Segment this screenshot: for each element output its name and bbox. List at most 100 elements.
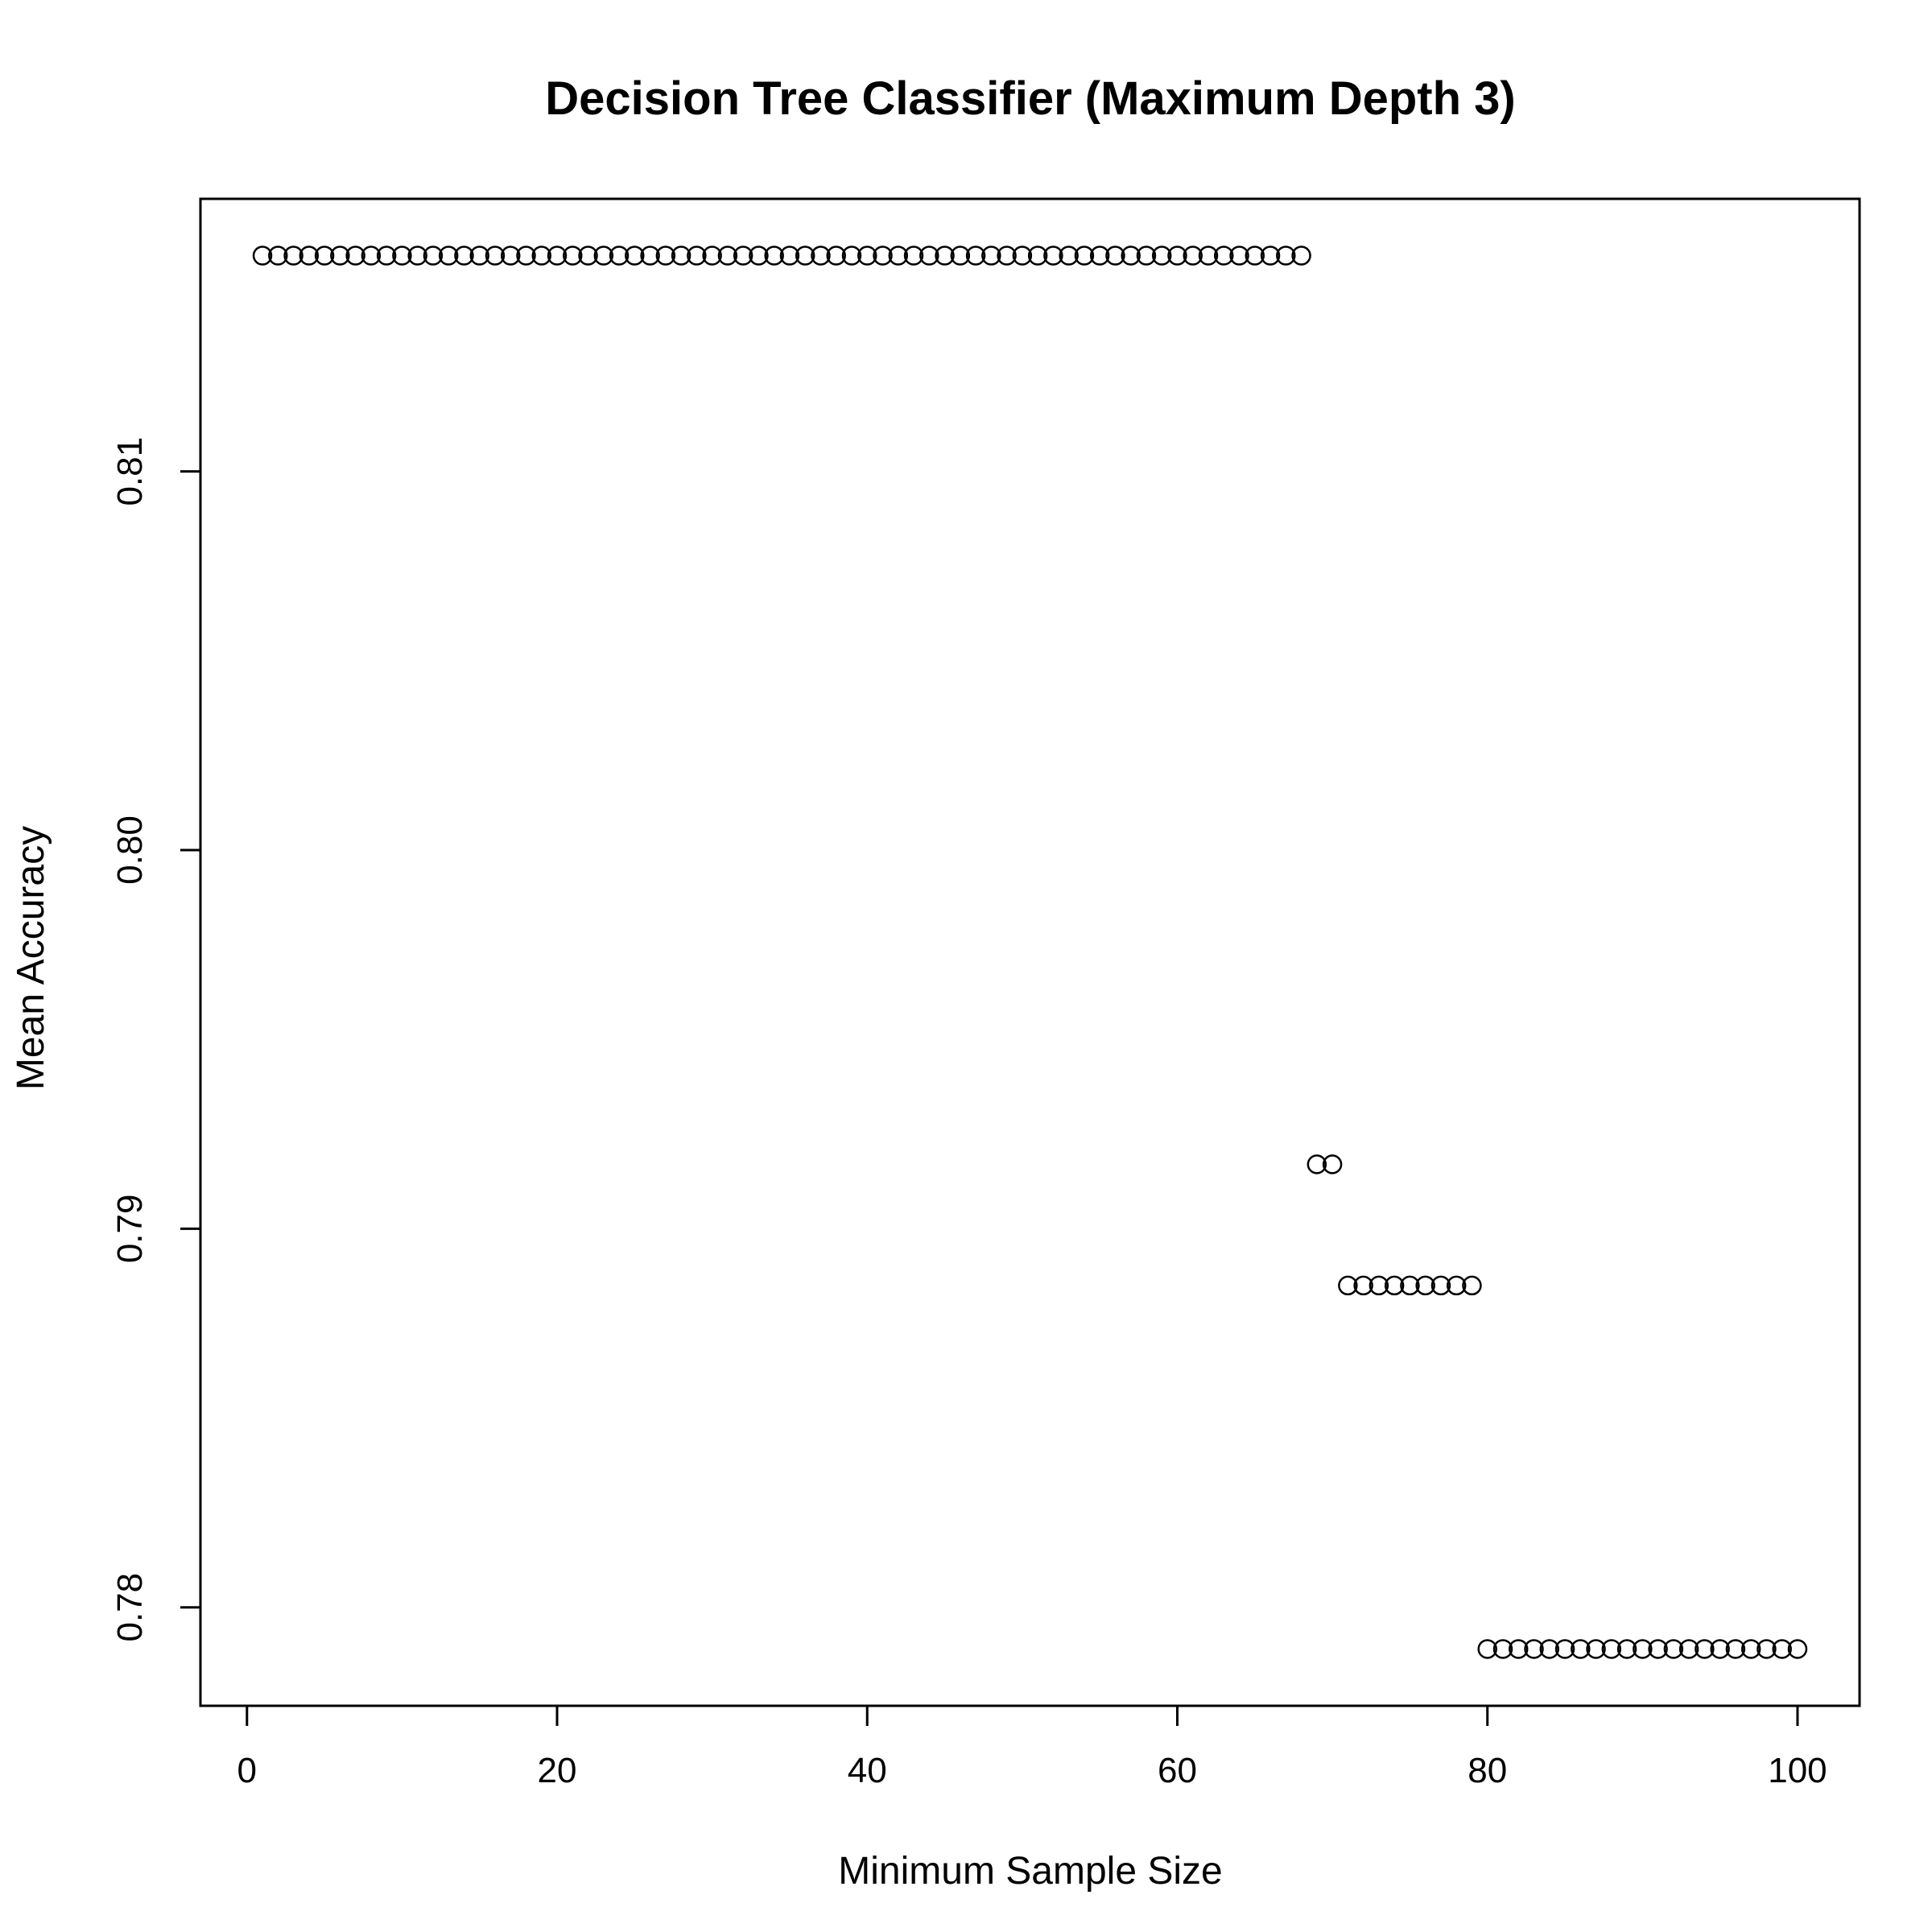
- data-point: [717, 246, 738, 266]
- y-tick-label: 0.78: [110, 1573, 150, 1642]
- data-point: [314, 246, 335, 266]
- data-point: [547, 246, 568, 266]
- data-point: [1740, 1639, 1761, 1659]
- data-point: [563, 246, 583, 266]
- data-point: [1492, 1639, 1513, 1659]
- data-point: [1167, 246, 1187, 266]
- data-point: [531, 246, 552, 266]
- data-point: [330, 246, 350, 266]
- data-point: [283, 246, 303, 266]
- data-point: [1291, 246, 1311, 266]
- data-point: [1400, 1275, 1420, 1296]
- data-point: [919, 246, 939, 266]
- data-point: [655, 246, 676, 266]
- data-point: [997, 246, 1017, 266]
- data-point: [640, 246, 660, 266]
- data-point: [903, 246, 924, 266]
- data-point: [671, 246, 691, 266]
- data-point: [1678, 1639, 1699, 1659]
- data-point: [1229, 246, 1249, 266]
- data-point: [1245, 246, 1265, 266]
- data-point: [1368, 1275, 1389, 1296]
- data-point: [749, 246, 769, 266]
- data-point: [935, 246, 955, 266]
- y-tick-label: 0.79: [110, 1195, 150, 1264]
- data-point: [1477, 1639, 1497, 1659]
- data-point: [1214, 246, 1234, 266]
- data-point: [1043, 246, 1063, 266]
- data-point: [764, 246, 784, 266]
- data-point: [1089, 246, 1110, 266]
- data-point: [1198, 246, 1219, 266]
- data-point: [500, 246, 521, 266]
- data-point: [888, 246, 909, 266]
- y-tick-label: 0.81: [110, 437, 150, 506]
- x-tick-label: 100: [1768, 1751, 1827, 1790]
- data-point: [950, 246, 971, 266]
- data-point: [345, 246, 365, 266]
- data-point: [811, 246, 831, 266]
- data-point: [1151, 246, 1172, 266]
- data-point: [965, 246, 986, 266]
- data-point: [1105, 246, 1125, 266]
- x-axis-label: Minimum Sample Size: [838, 1850, 1222, 1893]
- data-point: [1554, 1639, 1575, 1659]
- data-point: [857, 246, 877, 266]
- plot-frame: [199, 197, 1861, 1707]
- data-point: [1633, 1639, 1653, 1659]
- data-point: [1136, 246, 1157, 266]
- data-point: [299, 246, 320, 266]
- data-point: [252, 246, 273, 266]
- data-point: [407, 246, 427, 266]
- data-point: [1353, 1275, 1373, 1296]
- data-point: [1074, 246, 1095, 266]
- data-point: [1322, 1154, 1343, 1174]
- data-point: [485, 246, 506, 266]
- data-point: [1508, 1639, 1529, 1659]
- data-point: [469, 246, 489, 266]
- data-point: [873, 246, 893, 266]
- data-point: [702, 246, 722, 266]
- data-point: [1276, 246, 1296, 266]
- data-point: [361, 246, 382, 266]
- data-point: [1307, 1154, 1327, 1174]
- data-point: [1695, 1639, 1715, 1659]
- data-point: [1012, 246, 1033, 266]
- y-tick-label: 0.80: [110, 815, 150, 885]
- x-tick-label: 20: [538, 1751, 577, 1790]
- data-point: [1384, 1275, 1405, 1296]
- data-point: [1430, 1275, 1451, 1296]
- data-point: [1027, 246, 1048, 266]
- data-point: [1121, 246, 1141, 266]
- data-point: [1059, 246, 1079, 266]
- data-point: [625, 246, 645, 266]
- data-point: [1725, 1639, 1746, 1659]
- data-point: [1260, 246, 1281, 266]
- data-point: [1338, 1275, 1358, 1296]
- data-point: [392, 246, 412, 266]
- data-point: [687, 246, 707, 266]
- data-point: [1616, 1639, 1637, 1659]
- chart-title: Decision Tree Classifier (Maximum Depth …: [545, 72, 1515, 125]
- data-point: [1183, 246, 1203, 266]
- data-point: [1415, 1275, 1435, 1296]
- data-point: [1462, 1275, 1482, 1296]
- data-point: [454, 246, 474, 266]
- data-point: [438, 246, 459, 266]
- data-point: [578, 246, 598, 266]
- x-tick-label: 60: [1158, 1751, 1197, 1790]
- data-point: [826, 246, 846, 266]
- data-point: [1772, 1639, 1792, 1659]
- data-point: [795, 246, 815, 266]
- data-point: [1586, 1639, 1606, 1659]
- data-point: [609, 246, 630, 266]
- data-point: [1663, 1639, 1684, 1659]
- data-point: [733, 246, 753, 266]
- data-point: [423, 246, 444, 266]
- data-points: [252, 246, 1808, 1659]
- x-tick-label: 40: [848, 1751, 887, 1790]
- data-point: [516, 246, 536, 266]
- data-point: [268, 246, 288, 266]
